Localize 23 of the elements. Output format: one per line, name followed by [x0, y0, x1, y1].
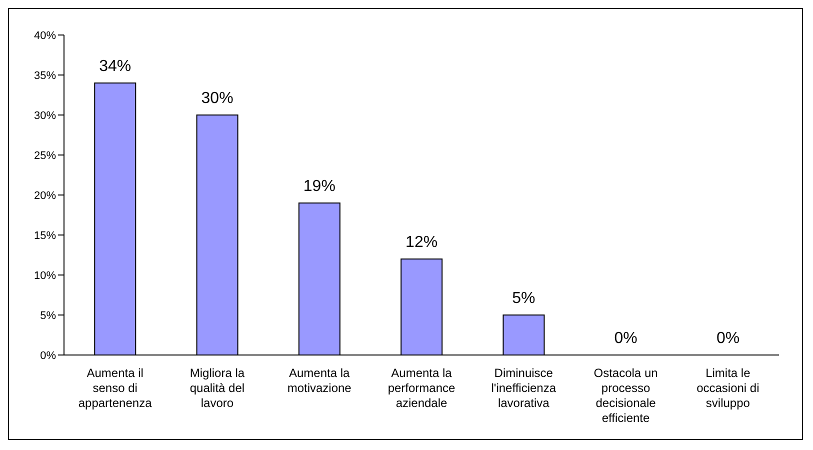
data-label: 34% — [99, 58, 132, 75]
y-tick-label: 30% — [34, 110, 56, 122]
data-label: 30% — [201, 90, 234, 107]
y-tick-label: 25% — [34, 150, 56, 162]
x-tick-label: Aumenta la motivazione — [287, 366, 352, 395]
x-tick-label: Migliora la qualità del lavoro — [190, 366, 245, 410]
y-tick-label: 10% — [34, 270, 56, 282]
x-tick-label: Diminuisce l'inefficienza lavorativa — [491, 366, 556, 410]
data-label: 5% — [512, 290, 536, 307]
data-label: 0% — [614, 330, 638, 347]
x-tick-label: Limita le occasioni di sviluppo — [696, 366, 760, 410]
data-label: 0% — [716, 330, 740, 347]
y-tick-label: 20% — [34, 190, 56, 202]
y-tick-label: 35% — [34, 70, 56, 82]
x-tick-label: Ostacola un processo decisionale efficiente — [594, 366, 658, 425]
data-label: 19% — [303, 178, 336, 195]
data-label: 12% — [406, 234, 438, 251]
y-tick-label: 5% — [40, 310, 56, 322]
y-tick-label: 0% — [40, 350, 56, 362]
y-tick-label: 15% — [34, 230, 56, 242]
y-tick-label: 40% — [34, 30, 56, 42]
x-tick-label: Aumenta la performance aziendale — [388, 366, 456, 410]
x-tick-label: Aumenta il senso di appartenenza — [78, 366, 152, 410]
